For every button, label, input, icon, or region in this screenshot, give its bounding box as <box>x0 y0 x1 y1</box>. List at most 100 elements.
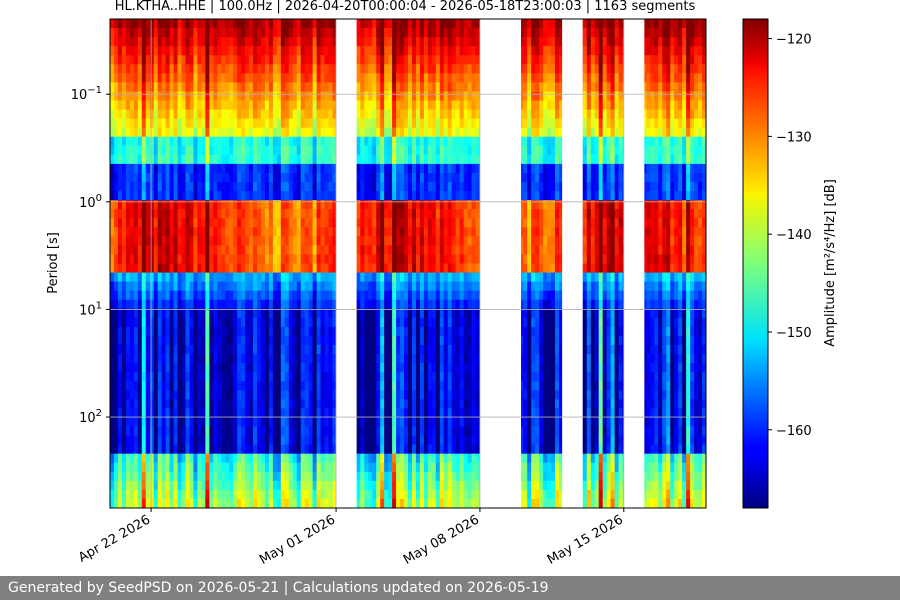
heatmap-cell <box>439 136 445 147</box>
heatmap-cell <box>268 19 274 29</box>
heatmap-cell <box>356 218 361 228</box>
heatmap-cell <box>229 73 234 83</box>
heatmap-cell <box>419 480 425 491</box>
heatmap-cell <box>396 272 401 283</box>
heatmap-cell <box>113 227 119 237</box>
heatmap-cell <box>304 372 310 382</box>
heatmap-cell <box>280 200 286 210</box>
heatmap-cell <box>249 245 254 256</box>
heatmap-cell <box>110 100 115 111</box>
heatmap-cell <box>288 109 294 120</box>
heatmap-cell <box>121 326 127 337</box>
heatmap-cell <box>165 363 171 373</box>
heatmap-cell <box>229 218 234 228</box>
heatmap-cell <box>264 317 270 328</box>
heatmap-cell <box>300 37 306 47</box>
heatmap-cell <box>121 19 127 29</box>
heatmap-cell <box>129 372 135 382</box>
heatmap-cell <box>125 372 131 382</box>
heatmap-cell <box>447 471 453 482</box>
heatmap-cell <box>364 118 369 129</box>
heatmap-cell <box>110 64 115 74</box>
heatmap-cell <box>153 82 159 93</box>
heatmap-cell <box>264 399 270 409</box>
heatmap-cell <box>276 444 282 455</box>
heatmap-cell <box>173 381 179 391</box>
heatmap-cell <box>233 290 238 301</box>
heatmap-cell <box>264 200 270 210</box>
heatmap-cell <box>205 136 210 147</box>
heatmap-cell <box>165 381 171 391</box>
heatmap-cell <box>129 272 135 283</box>
heatmap-cell <box>185 471 191 482</box>
heatmap-cell <box>237 444 242 455</box>
heatmap-cell <box>121 290 127 301</box>
heatmap-cell <box>280 82 286 93</box>
heatmap-cell <box>110 381 115 391</box>
heatmap-cell <box>241 453 246 464</box>
heatmap-cell <box>257 154 262 165</box>
heatmap-cell <box>324 363 330 373</box>
heatmap-cell <box>181 209 187 219</box>
heatmap-cell <box>257 489 262 500</box>
heatmap-cell <box>253 390 258 400</box>
heatmap-cell <box>257 73 262 83</box>
heatmap-cell <box>217 245 222 256</box>
heatmap-cell <box>257 317 262 328</box>
heatmap-cell <box>177 100 183 111</box>
heatmap-cell <box>304 118 310 129</box>
heatmap-cell <box>288 91 294 102</box>
heatmap-cell <box>213 417 218 428</box>
heatmap-cell <box>324 471 330 482</box>
heatmap-cell <box>193 345 199 355</box>
heatmap-cell <box>372 281 377 292</box>
heatmap-cell <box>380 417 385 428</box>
heatmap-cell <box>233 345 238 355</box>
heatmap-cell <box>459 145 465 156</box>
heatmap-cell <box>125 290 131 301</box>
heatmap-cell <box>165 471 171 482</box>
heatmap-cell <box>360 91 365 102</box>
heatmap-cell <box>435 308 441 319</box>
heatmap-cell <box>133 471 139 482</box>
heatmap-cell <box>388 245 393 256</box>
heatmap-cell <box>400 82 405 93</box>
heatmap-cell <box>304 163 310 174</box>
heatmap-cell <box>404 163 409 174</box>
heatmap-cell <box>173 444 179 455</box>
heatmap-cell <box>376 236 381 246</box>
heatmap-cell <box>408 28 413 38</box>
heatmap-cell <box>288 254 294 265</box>
heatmap-cell <box>439 191 445 201</box>
heatmap-cell <box>113 326 119 337</box>
heatmap-cell <box>439 480 445 491</box>
heatmap-cell <box>431 471 437 482</box>
heatmap-cell <box>404 182 409 192</box>
heatmap-cell <box>463 163 469 174</box>
heatmap-cell <box>245 163 250 174</box>
heatmap-cell <box>419 290 425 301</box>
heatmap-cell <box>145 363 151 373</box>
heatmap-cell <box>431 200 437 210</box>
heatmap-cell <box>153 218 159 228</box>
heatmap-cell <box>133 191 139 201</box>
heatmap-cell <box>284 82 290 93</box>
heatmap-cell <box>376 209 381 219</box>
heatmap-cell <box>185 136 191 147</box>
heatmap-cell <box>439 263 445 274</box>
heatmap-cell <box>368 462 373 473</box>
heatmap-cell <box>177 317 183 328</box>
heatmap-cell <box>392 417 397 428</box>
heatmap-cell <box>257 236 262 246</box>
heatmap-cell <box>431 254 437 265</box>
heatmap-cell <box>396 191 401 201</box>
heatmap-cell <box>157 317 163 328</box>
heatmap-cell <box>260 299 266 310</box>
heatmap-cell <box>408 209 413 219</box>
heatmap-cell <box>455 272 461 283</box>
heatmap-cell <box>415 317 421 328</box>
heatmap-cell <box>364 109 369 120</box>
heatmap-cell <box>463 489 469 500</box>
heatmap-cell <box>411 345 417 355</box>
heatmap-cell <box>312 136 318 147</box>
